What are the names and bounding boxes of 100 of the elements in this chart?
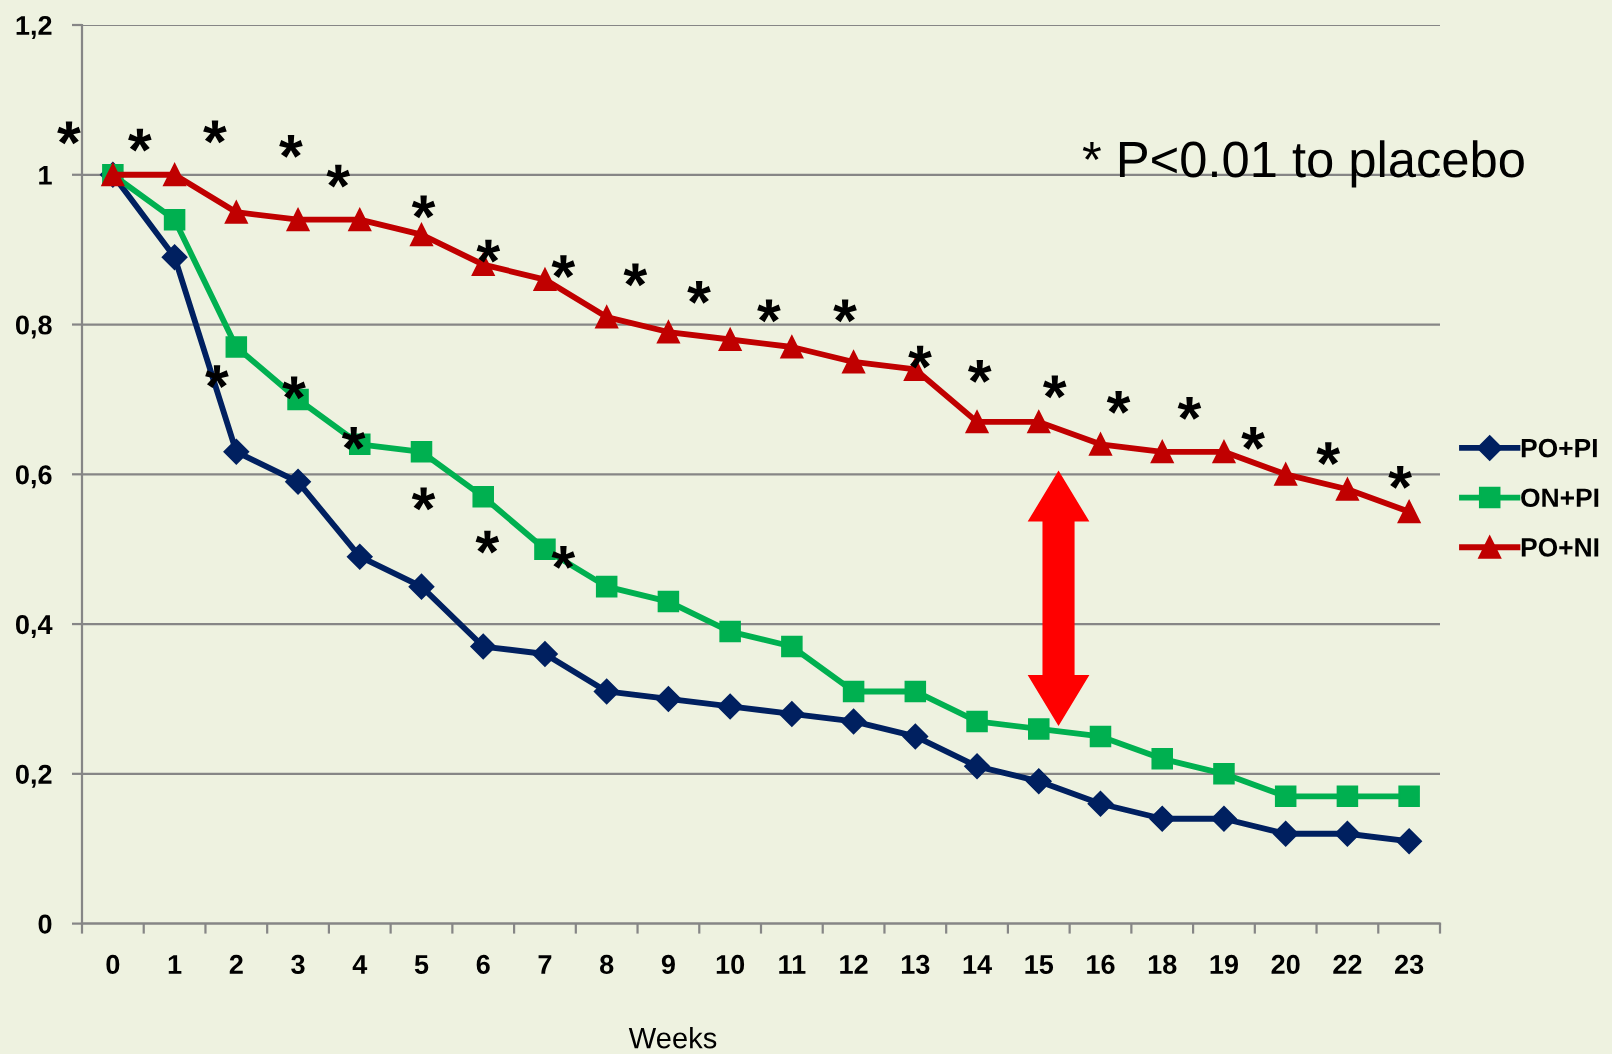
- legend-label: ON+PI: [1521, 488, 1599, 508]
- x-tick-label: 11: [779, 955, 806, 974]
- point: [410, 223, 433, 247]
- point: [1398, 785, 1420, 808]
- annotation: *: [833, 299, 857, 323]
- y-tick-label: 0,4: [15, 614, 53, 639]
- annotation: *: [1042, 375, 1067, 399]
- point: [1274, 785, 1297, 808]
- y-tick-label: 0,6: [15, 465, 52, 489]
- x-tick-label: 16: [1087, 954, 1115, 975]
- x-tick-label: 1: [168, 955, 182, 974]
- point: [1274, 462, 1298, 486]
- point: [1028, 718, 1050, 740]
- y-tick-label: 0: [38, 914, 52, 934]
- point: [1089, 725, 1112, 748]
- point: [595, 575, 618, 598]
- point: [593, 678, 620, 705]
- annotation: *: [279, 135, 303, 158]
- annotation: *: [551, 255, 576, 278]
- x-axis-title: Weeks: [628, 1027, 717, 1049]
- point: [1335, 477, 1359, 501]
- point: [410, 441, 433, 463]
- legend-label: PO+NI: [1521, 538, 1599, 557]
- x-tick-label: 22: [1333, 954, 1362, 974]
- point: [1334, 820, 1361, 847]
- point: [348, 208, 372, 232]
- point: [718, 328, 742, 351]
- point: [595, 305, 619, 329]
- point: [223, 439, 250, 465]
- point: [1396, 828, 1422, 855]
- x-tick-label: 14: [963, 955, 992, 974]
- legend-label: PO+PI: [1521, 438, 1597, 458]
- x-tick-label: 23: [1395, 954, 1424, 975]
- point: [657, 590, 680, 613]
- annotation: *: [203, 120, 227, 144]
- point: [779, 701, 805, 727]
- annotation: *: [326, 164, 351, 188]
- point: [1025, 768, 1052, 795]
- x-tick-label: 20: [1271, 954, 1300, 975]
- point: [532, 641, 558, 667]
- point: [408, 573, 435, 600]
- annotation: *: [1177, 397, 1202, 420]
- annotation: * P<0.01 to placebo: [1082, 140, 1524, 188]
- text: *: [57, 121, 81, 145]
- point: [655, 686, 682, 712]
- point: [964, 753, 990, 780]
- annotation: *: [908, 345, 932, 369]
- point: [1397, 500, 1421, 524]
- x-tick-label: 15: [1025, 955, 1054, 975]
- point: [902, 723, 929, 750]
- point: [842, 680, 865, 703]
- point: [1272, 820, 1299, 847]
- point: [1212, 440, 1236, 464]
- point: [225, 336, 248, 358]
- annotation: *: [1241, 426, 1265, 450]
- x-tick-label: 5: [414, 955, 429, 975]
- annotation: *: [411, 195, 436, 219]
- annotation: *: [1316, 442, 1341, 466]
- annotation: *: [475, 530, 500, 554]
- annotation: *: [411, 487, 436, 511]
- x-tick-label: 8: [600, 954, 614, 975]
- point: [470, 633, 497, 660]
- x-tick-label: 6: [476, 954, 490, 975]
- point: [224, 200, 248, 224]
- annotation: *: [1388, 466, 1412, 489]
- x-tick-label: 18: [1148, 954, 1177, 975]
- point: [904, 680, 927, 703]
- annotation: *: [128, 128, 152, 152]
- annotation: *: [757, 299, 781, 323]
- point: [1151, 748, 1173, 770]
- point: [1211, 805, 1237, 832]
- x-tick-label: 0: [106, 954, 120, 975]
- annotation: *: [967, 360, 992, 383]
- x-tick-label: 13: [901, 954, 930, 975]
- point: [1150, 440, 1174, 464]
- point: [1027, 410, 1051, 434]
- point: [1087, 790, 1114, 817]
- y-tick-label: 1: [39, 165, 52, 185]
- point: [966, 710, 988, 733]
- x-tick-label: 4: [352, 955, 368, 974]
- annotation: *: [623, 263, 648, 287]
- point: [163, 208, 186, 231]
- y-tick-label: 0,8: [15, 315, 52, 339]
- x-tick-label: 7: [538, 955, 552, 974]
- point: [1336, 785, 1359, 808]
- point: [965, 410, 989, 434]
- annotation: *: [1106, 390, 1131, 414]
- x-tick-label: 12: [840, 954, 868, 974]
- point: [1213, 763, 1235, 785]
- point: [840, 708, 867, 735]
- point: [717, 693, 743, 720]
- point: [656, 320, 680, 344]
- point: [161, 244, 188, 270]
- x-tick-label: 19: [1210, 954, 1239, 975]
- x-tick-label: 2: [229, 954, 243, 974]
- annotation: *: [476, 239, 501, 263]
- point: [472, 486, 494, 508]
- point: [1089, 432, 1112, 456]
- x-tick-label: 9: [661, 954, 675, 975]
- point: [163, 163, 187, 187]
